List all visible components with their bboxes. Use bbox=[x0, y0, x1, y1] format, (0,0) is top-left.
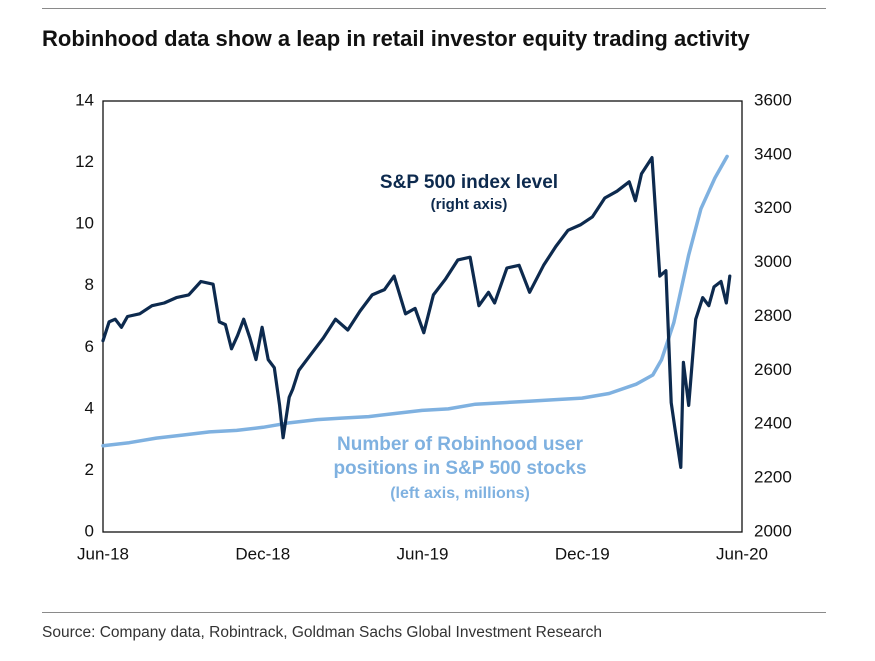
chart-area: 0 2 4 6 8 10 12 14 2000 2200 2400 2600 2800 3000 3200… bbox=[75, 90, 792, 563]
left-axis-ticks: 0 2 4 6 8 10 12 14 bbox=[75, 90, 94, 540]
right-axis-tick-label: 3400 bbox=[754, 144, 792, 163]
right-axis-tick-label: 3000 bbox=[754, 252, 792, 271]
right-axis-tick-label: 2600 bbox=[754, 360, 792, 379]
plot-frame bbox=[102, 100, 743, 533]
x-axis-tick-label: Jun-20 bbox=[716, 544, 768, 563]
sp500-annotation-subtitle: (right axis) bbox=[431, 196, 508, 213]
left-axis-tick-label: 4 bbox=[85, 398, 94, 417]
left-axis-tick-label: 14 bbox=[75, 90, 94, 109]
top-rule bbox=[42, 8, 826, 9]
chart-title: Robinhood data show a leap in retail inv… bbox=[42, 26, 750, 51]
right-axis-tick-label: 3200 bbox=[754, 198, 792, 217]
right-axis-tick-label: 2200 bbox=[754, 468, 792, 487]
left-axis-tick-label: 0 bbox=[85, 521, 94, 540]
x-axis-tick-label: Jun-19 bbox=[397, 544, 449, 563]
sp500-annotation-title: S&P 500 index level bbox=[380, 172, 558, 193]
robinhood-annotation-line3: (left axis, millions) bbox=[390, 485, 530, 502]
left-axis-tick-label: 2 bbox=[85, 460, 94, 479]
right-axis-tick-label: 2000 bbox=[754, 521, 792, 540]
x-axis-tick-label: Dec-18 bbox=[235, 544, 290, 563]
source-note: Source: Company data, Robintrack, Goldma… bbox=[42, 624, 602, 641]
left-axis-tick-label: 8 bbox=[85, 275, 94, 294]
left-axis-tick-label: 10 bbox=[75, 214, 94, 233]
left-axis-tick-label: 6 bbox=[85, 337, 94, 356]
x-axis-tick-label: Jun-18 bbox=[77, 544, 129, 563]
right-axis-ticks: 2000 2200 2400 2600 2800 3000 3200 3400 3600 bbox=[754, 90, 792, 540]
left-axis-tick-label: 12 bbox=[75, 152, 94, 171]
right-axis-tick-label: 3600 bbox=[754, 90, 792, 109]
bottom-rule bbox=[42, 612, 826, 613]
robinhood-annotation-line1: Number of Robinhood user bbox=[337, 434, 584, 455]
right-axis-tick-label: 2400 bbox=[754, 414, 792, 433]
sp500-index-line bbox=[101, 156, 732, 469]
x-axis-tick-label: Dec-19 bbox=[555, 544, 610, 563]
robinhood-annotation-line2: positions in S&P 500 stocks bbox=[333, 458, 586, 479]
x-axis-ticks: Jun-18 Dec-18 Jun-19 Dec-19 Jun-20 bbox=[77, 544, 768, 563]
right-axis-tick-label: 2800 bbox=[754, 306, 792, 325]
